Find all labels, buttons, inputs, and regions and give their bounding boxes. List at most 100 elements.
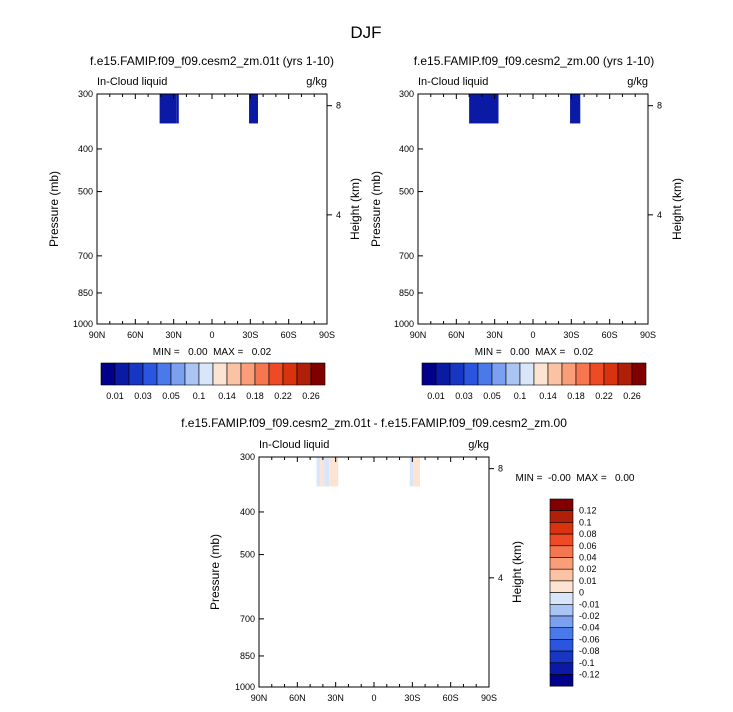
- y-tick-label: 700: [399, 251, 414, 261]
- colorbar-label: 0.26: [623, 391, 641, 401]
- x-tick-label: 30N: [165, 330, 182, 340]
- panel-2-left-label: In-Cloud liquid: [418, 76, 488, 88]
- colorbar-swatch: [549, 627, 574, 640]
- colorbar-swatch: [240, 362, 256, 386]
- x-tick-label: 60S: [602, 330, 618, 340]
- colorbar-swatch: [184, 362, 200, 386]
- x-tick-label: 60N: [448, 330, 465, 340]
- y-tick-label: 500: [240, 550, 255, 560]
- y2-tick-label: 4: [657, 210, 662, 220]
- x-tick-label: 30S: [242, 330, 258, 340]
- colorbar-swatch: [310, 362, 326, 386]
- colorbar-swatch: [505, 362, 521, 386]
- colorbar-swatch: [549, 545, 574, 558]
- colorbar-label: 0.03: [134, 391, 152, 401]
- colorbar-swatch: [282, 362, 298, 386]
- colorbar-swatch: [549, 533, 574, 547]
- x-tick-label: 30N: [327, 693, 344, 703]
- panel-2-title: f.e15.FAMIP.f09_f09.cesm2_zm.00 (yrs 1-1…: [414, 54, 655, 68]
- colorbar-swatch: [212, 362, 228, 386]
- y-tick-label: 400: [78, 144, 93, 154]
- y-tick-label: 700: [240, 614, 255, 624]
- colorbar-swatch: [226, 362, 242, 386]
- panel-3-units: g/kg: [468, 439, 489, 451]
- y2-tick-label: 8: [336, 101, 341, 111]
- colorbar-label: -0.1: [579, 658, 595, 668]
- colorbar-swatch: [549, 557, 574, 570]
- panel-3-cells: [316, 457, 420, 487]
- y-tick-label: 850: [399, 288, 414, 298]
- colorbar-swatch: [198, 362, 214, 386]
- x-tick-label: 60N: [289, 693, 306, 703]
- colorbar-swatch: [549, 674, 574, 687]
- x-tick-label: 30S: [563, 330, 579, 340]
- colorbar-swatch: [477, 362, 493, 386]
- colorbar-label: 0.01: [106, 391, 124, 401]
- y-tick-label: 1000: [73, 319, 93, 329]
- colorbar-label: -0.12: [579, 670, 600, 680]
- colorbar-swatch: [421, 362, 437, 386]
- colorbar-swatch: [142, 362, 158, 386]
- panel-1-stats: MIN = 0.00 MAX = 0.02: [153, 347, 272, 358]
- data-cell: [570, 94, 581, 124]
- colorbar-panel-2: 0.01 0.03 0.05 0.1 0.14 0.18 0.22 0.26: [421, 362, 647, 401]
- colorbar-label: 0.05: [162, 391, 180, 401]
- panel-3-y2label: Height (km): [510, 541, 524, 603]
- colorbar-label: -0.08: [579, 646, 600, 656]
- colorbar-swatch: [491, 362, 507, 386]
- colorbar-swatch: [549, 580, 574, 593]
- y-tick-label: 300: [399, 89, 414, 99]
- colorbar-swatch: [549, 615, 574, 628]
- colorbar-swatch: [128, 362, 144, 386]
- colorbar-swatch: [519, 362, 535, 386]
- panel-1-title: f.e15.FAMIP.f09_f09.cesm2_zm.01t (yrs 1-…: [90, 54, 334, 68]
- colorbar-label: 0.18: [567, 391, 585, 401]
- colorbar-panel-1: 0.01 0.03 0.05 0.1 0.14 0.18 0.22 0.26: [100, 362, 326, 401]
- colorbar-label: -0.06: [579, 634, 600, 644]
- colorbar-swatch: [561, 362, 577, 386]
- colorbar-swatch: [549, 650, 574, 664]
- colorbar-swatch: [533, 362, 549, 386]
- panel-3-frame: [258, 456, 490, 688]
- colorbar-swatch: [254, 362, 270, 386]
- panel-2-axes: 90N 60N 30N 0 30S 60S 90S 300 400 500 700 850 1000 8 4: [394, 89, 662, 340]
- panel-2-stats: MIN = 0.00 MAX = 0.02: [475, 347, 594, 358]
- colorbar-label: -0.01: [579, 599, 600, 609]
- colorbar-swatch: [549, 639, 574, 652]
- colorbar-label: 0.04: [579, 553, 597, 563]
- panel-2-y2label: Height (km): [670, 178, 684, 240]
- colorbar-label: 0.01: [579, 576, 597, 586]
- colorbar-swatch: [549, 510, 574, 523]
- colorbar-swatch: [449, 362, 465, 386]
- colorbar-swatch: [631, 362, 647, 386]
- panel-1-ylabel: Pressure (mb): [47, 171, 61, 247]
- panel-2-ylabel: Pressure (mb): [369, 171, 383, 247]
- panel-2-cells: [469, 94, 581, 124]
- x-tick-label: 0: [371, 693, 376, 703]
- colorbar-label: 0.1: [193, 391, 206, 401]
- x-tick-label: 60S: [281, 330, 297, 340]
- panel-1-left-label: In-Cloud liquid: [97, 76, 167, 88]
- colorbar-label: 0.26: [302, 391, 320, 401]
- y-tick-label: 500: [399, 187, 414, 197]
- colorbar-swatch: [549, 592, 574, 605]
- data-cell: [413, 457, 420, 487]
- data-cell: [469, 94, 499, 124]
- x-tick-label: 90S: [640, 330, 656, 340]
- x-tick-label: 90S: [481, 693, 497, 703]
- panel-3-left-label: In-Cloud liquid: [259, 439, 329, 451]
- data-cell: [316, 457, 321, 487]
- colorbar-swatch: [549, 603, 574, 617]
- y-tick-label: 300: [240, 452, 255, 462]
- colorbar-label: 0.1: [579, 517, 592, 527]
- data-cell: [329, 457, 339, 487]
- colorbar-swatch: [617, 362, 633, 386]
- y2-tick-label: 4: [498, 573, 503, 583]
- colorbar-swatch: [170, 362, 186, 386]
- y-tick-label: 850: [240, 651, 255, 661]
- panel-1-axes: 90N 60N 30N 0 30S 60S 90S 300 400 500 700 850 1000 8 4: [73, 89, 341, 340]
- colorbar-label: 0.14: [539, 391, 557, 401]
- x-tick-label: 90S: [319, 330, 335, 340]
- colorbar-label: 0.22: [595, 391, 613, 401]
